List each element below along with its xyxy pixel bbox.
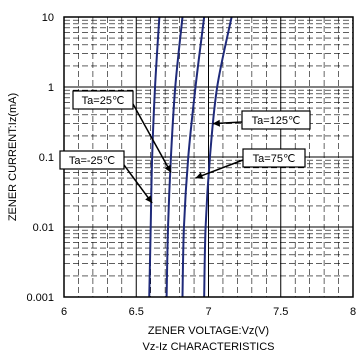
y-axis-label: ZENER CURRENT:Iz(mA)	[7, 93, 19, 221]
annotation-leader	[195, 159, 244, 179]
annotation-leader	[123, 164, 153, 204]
y-tick-label: 10	[42, 12, 54, 24]
series-line	[165, 16, 184, 298]
series-line	[203, 16, 233, 298]
annotation-arrowhead	[212, 119, 221, 127]
chart-title: Vz-Iz CHARACTERISTICS	[142, 341, 274, 353]
y-tick-label: 0.1	[39, 152, 54, 164]
annotation-box	[241, 110, 311, 130]
annotation-label: Ta=-25℃	[69, 155, 115, 167]
x-tick-label: 7	[205, 306, 211, 318]
x-tick-label: 6.5	[129, 306, 144, 318]
x-tick-label: 7.5	[273, 306, 288, 318]
annotation-arrowhead	[195, 172, 204, 179]
series-line	[181, 16, 206, 298]
annotation-label: Ta=125℃	[252, 115, 301, 127]
annotation-label: Ta=25℃	[82, 95, 125, 107]
curves	[148, 16, 233, 298]
annotation-label: Ta=75℃	[253, 153, 296, 165]
annotation-box	[242, 148, 306, 168]
x-tick-label: 6	[61, 306, 67, 318]
y-tick-labels: 0.001 0.01 0.1 1 10	[26, 12, 54, 304]
y-tick-label: 1	[48, 82, 54, 94]
annotation-leader	[132, 103, 172, 173]
annotation-arrowhead	[164, 164, 171, 173]
annotations: Ta=25℃ Ta=-25℃ Ta=125℃ Ta=75℃	[59, 90, 311, 204]
x-tick-labels: 6 6.5 7 7.5 8	[61, 306, 356, 318]
x-tick-label: 8	[350, 306, 356, 318]
series-line	[148, 16, 161, 298]
annotation-arrowhead	[145, 195, 153, 204]
annotation-box	[72, 90, 134, 110]
x-axis-label: ZENER VOLTAGE:Vz(V)	[148, 325, 269, 337]
y-tick-label: 0.001	[26, 292, 54, 304]
annotation-box	[59, 150, 125, 170]
y-tick-label: 0.01	[33, 222, 54, 234]
